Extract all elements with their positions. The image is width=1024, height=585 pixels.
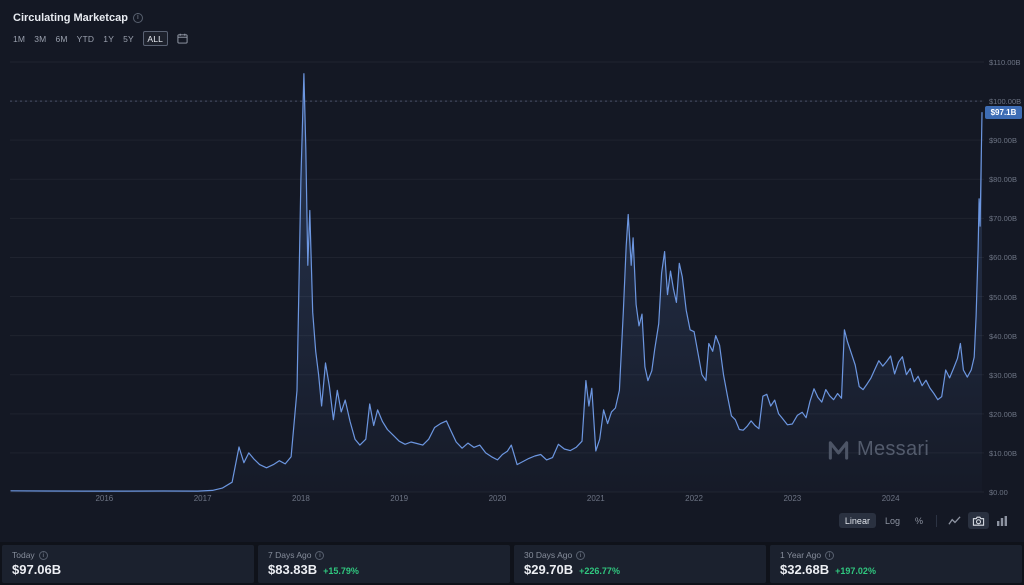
stat-change: +197.02% <box>835 566 876 576</box>
range-button-1y[interactable]: 1Y <box>103 33 115 44</box>
chart-controls: Linear Log% <box>838 512 1012 529</box>
range-button-5y[interactable]: 5Y <box>123 33 134 44</box>
snapshot-button[interactable] <box>968 512 989 529</box>
stats-bar: Today i $97.06B 7 Days Ago i $83.83B +15.79% 30… <box>0 542 1024 585</box>
stat-value: $29.70B <box>524 562 574 577</box>
stat-label: 1 Year Ago <box>780 550 822 560</box>
marketcap-line <box>10 73 983 492</box>
stat-label: 7 Days Ago <box>268 550 312 560</box>
range-buttons: 1M 3M 6M YTD 1Y 5Y ALL <box>13 31 168 46</box>
page-title: Circulating Marketcap <box>13 12 128 24</box>
chart-header: Circulating Marketcap i <box>13 12 143 24</box>
stat-label: Today <box>12 550 35 560</box>
marketcap-chart[interactable] <box>0 0 1024 510</box>
scale-button-log[interactable]: Log <box>884 515 900 526</box>
line-chart-toggle-button[interactable] <box>944 512 965 529</box>
divider <box>936 514 937 527</box>
stat-change: +15.79% <box>323 566 359 576</box>
watermark-text: Messari <box>857 438 930 460</box>
range-selector: 1M 3M 6M YTD 1Y 5Y ALL <box>13 31 188 46</box>
stat-card-1-year-ago: 1 Year Ago i $32.68B +197.02% <box>770 545 1022 583</box>
chart-gridlines <box>10 61 984 493</box>
stat-change: +226.77% <box>579 566 620 576</box>
range-button-3m[interactable]: 3M <box>34 33 47 44</box>
info-icon[interactable]: i <box>132 13 143 23</box>
custom-date-button[interactable] <box>177 33 188 44</box>
messari-watermark: Messari <box>827 438 929 461</box>
info-icon[interactable]: i <box>38 550 48 560</box>
stat-card-7-days-ago: 7 Days Ago i $83.83B +15.79% <box>258 545 510 583</box>
current-value-badge: $97.1B <box>985 106 1022 120</box>
scale-buttons: Linear Log% <box>838 513 929 528</box>
range-button-ytd[interactable]: YTD <box>76 33 95 44</box>
info-icon[interactable]: i <box>825 550 835 560</box>
stat-value: $83.83B <box>268 562 318 577</box>
line-chart-icon <box>948 515 961 525</box>
messari-logo-icon <box>828 441 849 460</box>
camera-icon <box>972 516 985 526</box>
stat-card-today: Today i $97.06B <box>2 545 254 583</box>
range-button-1m[interactable]: 1M <box>13 33 26 44</box>
bar-chart-toggle-button[interactable] <box>992 512 1012 529</box>
range-button-6m[interactable]: 6M <box>55 33 68 44</box>
marketcap-area-fill <box>11 73 982 492</box>
bar-chart-icon <box>997 515 1007 526</box>
calendar-icon <box>177 33 188 44</box>
range-button-all[interactable]: ALL <box>142 31 168 46</box>
stat-value: $32.68B <box>780 562 830 577</box>
info-icon[interactable]: i <box>576 550 586 560</box>
scale-button-linear[interactable]: Linear <box>838 513 876 528</box>
stat-label: 30 Days Ago <box>524 550 573 560</box>
info-icon[interactable]: i <box>315 550 325 560</box>
stat-value: $97.06B <box>12 562 62 577</box>
stat-card-30-days-ago: 30 Days Ago i $29.70B +226.77% <box>514 545 766 583</box>
scale-button-percent[interactable]: % <box>914 515 923 526</box>
